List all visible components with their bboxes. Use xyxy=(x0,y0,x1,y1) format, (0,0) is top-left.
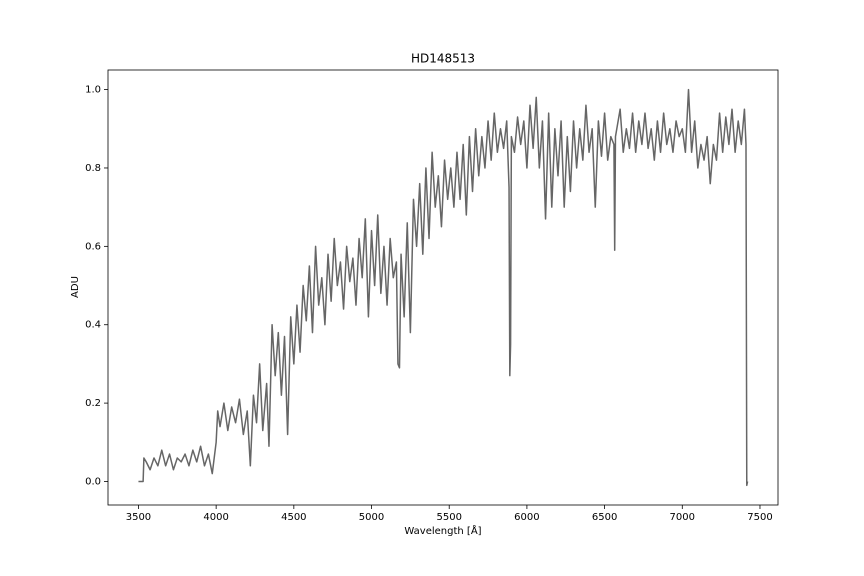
x-tick-label: 4500 xyxy=(281,512,306,523)
plot-frame xyxy=(107,69,779,506)
x-tick-label: 7500 xyxy=(747,512,772,523)
x-tick-label: 6000 xyxy=(514,512,539,523)
y-tick-label: 0.4 xyxy=(85,320,101,331)
y-tick-label: 0.8 xyxy=(85,163,101,174)
y-axis-label: ADU xyxy=(70,276,81,298)
chart-title: HD148513 xyxy=(411,52,475,66)
x-axis-label: Wavelength [Å] xyxy=(404,524,481,537)
x-tick-label: 7000 xyxy=(670,512,695,523)
y-tick-label: 0.6 xyxy=(85,241,101,252)
x-tick-label: 5500 xyxy=(436,512,461,523)
x-tick-label: 3500 xyxy=(126,512,151,523)
x-tick-label: 5000 xyxy=(359,512,384,523)
x-tick-label: 4000 xyxy=(203,512,228,523)
y-tick-label: 1.0 xyxy=(85,85,101,96)
x-tick-label: 6500 xyxy=(592,512,617,523)
spectrum-line xyxy=(138,88,749,487)
y-tick-label: 0.0 xyxy=(85,476,101,487)
y-tick-label: 0.2 xyxy=(85,398,101,409)
